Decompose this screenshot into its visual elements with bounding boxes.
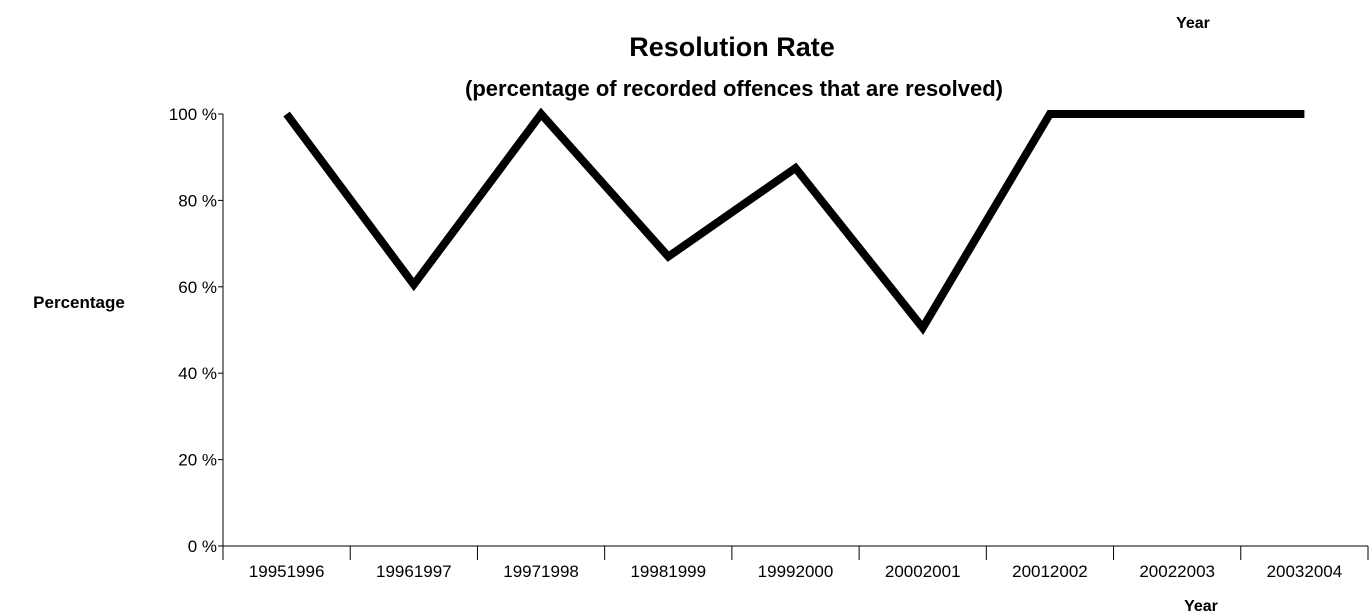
chart-title: Resolution Rate: [629, 32, 835, 62]
x-ticks: 19951996 19961997 19971998 19981999 19992000…: [222, 546, 1369, 581]
chart-subtitle: (percentage of recorded offences that ar…: [465, 76, 1003, 101]
x-tick-label: 20002001: [885, 562, 961, 581]
x-tick-label: 20022003: [1139, 562, 1215, 581]
y-tick-label: 80 %: [178, 191, 217, 210]
x-axis-title-top: Year: [1176, 15, 1210, 32]
x-tick-label: 19981999: [630, 562, 706, 581]
y-axis-title: Percentage: [33, 293, 125, 312]
x-axis-title: Year: [1184, 598, 1218, 615]
plot-area: [283, 107, 1305, 335]
y-tick-label: 100 %: [169, 105, 217, 124]
x-tick-label: 20032004: [1267, 562, 1343, 581]
y-tick-label: 40 %: [178, 364, 217, 383]
y-tick-label: 0 %: [188, 537, 217, 556]
x-axis: 19951996 19961997 19971998 19981999 19992000…: [222, 545, 1369, 581]
x-tick-label: 19971998: [503, 562, 579, 581]
y-tick-label: 20 %: [178, 451, 217, 470]
y-ticks: 0 % 20 % 40 % 60 % 80 % 100 %: [169, 105, 223, 556]
y-tick-label: 60 %: [178, 278, 217, 297]
x-tick-label: 20012002: [1012, 562, 1088, 581]
y-axis: 0 % 20 % 40 % 60 % 80 % 100 %: [169, 105, 224, 556]
x-tick-label: 19992000: [758, 562, 834, 581]
x-tick-label: 19951996: [249, 562, 325, 581]
series-line: [283, 107, 1305, 335]
x-tick-label: 19961997: [376, 562, 452, 581]
